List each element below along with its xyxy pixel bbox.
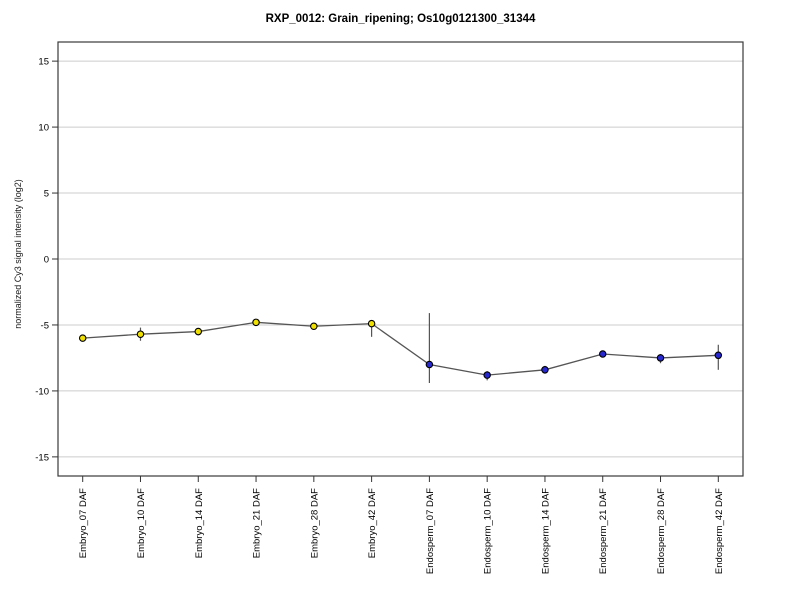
y-tick-label: -15 <box>35 452 49 463</box>
data-point-embryo <box>136 330 145 338</box>
data-point-embryo <box>194 327 203 336</box>
x-tick-label: Embryo_28 DAF <box>309 488 320 558</box>
x-tick-label: Embryo_07 DAF <box>78 488 89 558</box>
data-point-embryo <box>367 319 376 328</box>
data-point-embryo <box>78 334 87 342</box>
data-point-embryo <box>310 322 318 331</box>
x-tick-label: Embryo_10 DAF <box>136 488 147 558</box>
y-tick-label: -5 <box>41 320 49 331</box>
x-tick-label: Endosperm_10 DAF <box>483 488 494 574</box>
x-tick-label: Endosperm_21 DAF <box>598 488 609 574</box>
data-point-endosperm <box>656 354 665 362</box>
y-tick-label: 10 <box>38 123 49 134</box>
x-tick-label: Endosperm_14 DAF <box>540 488 551 574</box>
data-point-endosperm <box>598 350 607 358</box>
data-point-endosperm <box>541 366 549 374</box>
x-tick-label: Endosperm_28 DAF <box>656 488 667 574</box>
data-point-embryo <box>252 318 260 327</box>
series-line <box>82 321 719 376</box>
y-tick-label: 5 <box>44 189 49 200</box>
x-tick-label: Endosperm_42 DAF <box>714 488 725 574</box>
x-tick-label: Embryo_42 DAF <box>367 488 378 558</box>
y-tick-label: 0 <box>44 255 49 266</box>
x-tick-label: Embryo_14 DAF <box>194 488 205 558</box>
data-point-endosperm <box>425 360 434 369</box>
data-point-endosperm <box>714 351 723 360</box>
x-tick-label: Endosperm_07 DAF <box>425 488 436 574</box>
data-point-endosperm <box>483 371 491 379</box>
chart-title: RXP_0012: Grain_ripening; Os10g0121300_3… <box>265 13 536 25</box>
y-tick-label: -10 <box>35 386 49 397</box>
y-tick-label: 15 <box>38 57 49 68</box>
x-tick-label: Embryo_21 DAF <box>252 488 263 558</box>
